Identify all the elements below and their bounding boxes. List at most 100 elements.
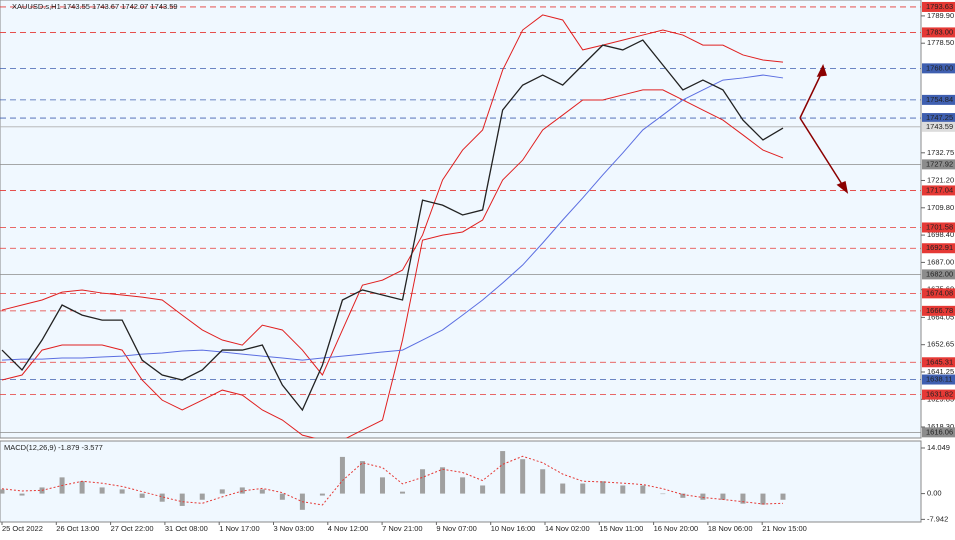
x-tick-label: 9 Nov 07:00 bbox=[436, 524, 476, 533]
level-label: 1747.25 bbox=[926, 113, 953, 122]
macd-bar bbox=[700, 493, 706, 500]
level-label: 1701.58 bbox=[926, 222, 953, 231]
level-box bbox=[922, 357, 955, 368]
macd-bar bbox=[359, 461, 365, 494]
macd-bar bbox=[259, 489, 265, 494]
level-box bbox=[922, 222, 955, 233]
macd-bar bbox=[680, 493, 686, 498]
macd-bar bbox=[199, 493, 205, 500]
level-label: 1631.82 bbox=[926, 390, 953, 399]
macd-bar bbox=[400, 491, 406, 494]
macd-title: MACD(12,26,9) -1.879 -3.577 bbox=[4, 443, 103, 452]
price-line bbox=[1, 74, 784, 361]
level-box bbox=[922, 159, 955, 170]
y-tick-label: 14.049 bbox=[927, 443, 950, 452]
y-tick-label: 1732.75 bbox=[927, 148, 954, 157]
macd-bar bbox=[0, 489, 5, 494]
y-tick-label: 1618.30 bbox=[927, 422, 954, 431]
price-line bbox=[1, 39, 784, 412]
macd-bar bbox=[139, 493, 145, 498]
macd-bar bbox=[79, 481, 85, 494]
macd-bar bbox=[159, 493, 165, 502]
level-label: 1727.92 bbox=[926, 159, 953, 168]
level-box bbox=[922, 121, 955, 132]
level-label: 1717.04 bbox=[926, 185, 953, 194]
x-tick-label: 3 Nov 03:00 bbox=[274, 524, 314, 533]
macd-bar bbox=[500, 451, 506, 494]
level-box bbox=[922, 63, 955, 74]
chart-title: XAUUSD.s,H1 1743.55 1743.67 1742.07 1743… bbox=[12, 2, 178, 11]
level-box bbox=[922, 94, 955, 105]
macd-bar bbox=[620, 485, 626, 494]
signal-line bbox=[1, 455, 784, 506]
level-box bbox=[922, 288, 955, 299]
macd-bar bbox=[19, 493, 25, 496]
level-box bbox=[922, 185, 955, 196]
macd-bar bbox=[760, 493, 766, 505]
level-box bbox=[922, 269, 955, 280]
y-tick-label: 1641.25 bbox=[927, 367, 954, 376]
macd-bar bbox=[379, 477, 385, 494]
x-tick-label: 18 Nov 06:00 bbox=[708, 524, 753, 533]
level-label: 1674.08 bbox=[926, 288, 953, 297]
level-box bbox=[922, 305, 955, 316]
macd-bar bbox=[119, 489, 125, 494]
macd-bar bbox=[440, 467, 446, 494]
macd-bar bbox=[219, 489, 225, 494]
x-tick-label: 15 Nov 11:00 bbox=[599, 524, 643, 533]
level-label: 1743.59 bbox=[926, 122, 953, 131]
price-line bbox=[1, 89, 784, 438]
level-box bbox=[922, 243, 955, 254]
level-box bbox=[922, 1, 955, 12]
y-tick-label: 1687.00 bbox=[927, 257, 954, 266]
macd-layer bbox=[0, 451, 786, 510]
y-tick-label: 0.00 bbox=[927, 489, 942, 498]
macd-bar bbox=[179, 493, 185, 506]
x-tick-label: 16 Nov 20:00 bbox=[654, 524, 699, 533]
level-box bbox=[922, 27, 955, 38]
x-tick-label: 25 Oct 2022 bbox=[2, 524, 43, 533]
x-tick-label: 1 Nov 17:00 bbox=[219, 524, 259, 533]
level-label: 1754.84 bbox=[926, 95, 953, 104]
forecast-arrows bbox=[799, 64, 849, 194]
macd-bar bbox=[99, 487, 105, 494]
price-line bbox=[1, 14, 784, 376]
y-tick-label: -7.942 bbox=[927, 514, 948, 523]
x-tick-label: 26 Oct 13:00 bbox=[56, 524, 99, 533]
y-tick-label: 1778.50 bbox=[927, 38, 954, 47]
x-tick-label: 10 Nov 16:00 bbox=[491, 524, 536, 533]
macd-bar bbox=[339, 456, 345, 494]
level-box bbox=[922, 113, 955, 124]
level-box bbox=[922, 374, 955, 385]
macd-bar bbox=[580, 483, 586, 494]
level-label: 1682.00 bbox=[926, 269, 953, 278]
y-tick-label: 1652.65 bbox=[927, 340, 954, 349]
macd-bar bbox=[560, 483, 566, 494]
y-tick-label: 1698.40 bbox=[927, 230, 954, 239]
macd-bar bbox=[460, 477, 466, 494]
macd-bar bbox=[480, 485, 486, 494]
macd-bar bbox=[520, 459, 526, 494]
level-label: 1645.31 bbox=[926, 357, 953, 366]
price-layer bbox=[0, 6, 921, 438]
macd-bar bbox=[740, 493, 746, 504]
level-label: 1692.91 bbox=[926, 243, 953, 252]
price-panel bbox=[0, 0, 922, 439]
macd-bar bbox=[319, 493, 325, 496]
level-label: 1793.63 bbox=[926, 2, 953, 11]
x-tick-label: 14 Nov 02:00 bbox=[545, 524, 590, 533]
macd-bar bbox=[640, 485, 646, 494]
level-label: 1666.78 bbox=[926, 306, 953, 315]
level-label: 1638.11 bbox=[926, 375, 953, 384]
level-label: 1616.06 bbox=[926, 427, 953, 436]
y-tick-label: 1789.90 bbox=[927, 11, 954, 20]
level-box bbox=[922, 389, 955, 400]
level-box bbox=[922, 427, 955, 438]
macd-bar bbox=[660, 493, 666, 495]
x-tick-label: 31 Oct 08:00 bbox=[165, 524, 208, 533]
x-tick-label: 21 Nov 15:00 bbox=[762, 524, 807, 533]
macd-bar bbox=[540, 469, 546, 494]
y-tick-label: 1709.80 bbox=[927, 203, 954, 212]
y-tick-label: 1664.05 bbox=[927, 312, 954, 321]
